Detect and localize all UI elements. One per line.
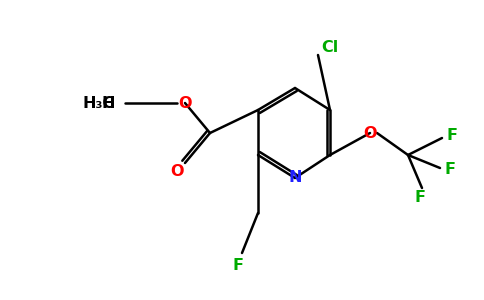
Text: F: F bbox=[445, 163, 456, 178]
Text: H: H bbox=[102, 95, 115, 110]
Text: O: O bbox=[170, 164, 184, 178]
Text: F: F bbox=[447, 128, 458, 143]
Text: F: F bbox=[232, 257, 243, 272]
Text: F: F bbox=[414, 190, 425, 206]
Text: O: O bbox=[178, 95, 192, 110]
Text: O: O bbox=[363, 125, 377, 140]
Text: Cl: Cl bbox=[321, 40, 338, 55]
Text: H₃C: H₃C bbox=[83, 95, 115, 110]
Text: N: N bbox=[288, 170, 302, 185]
